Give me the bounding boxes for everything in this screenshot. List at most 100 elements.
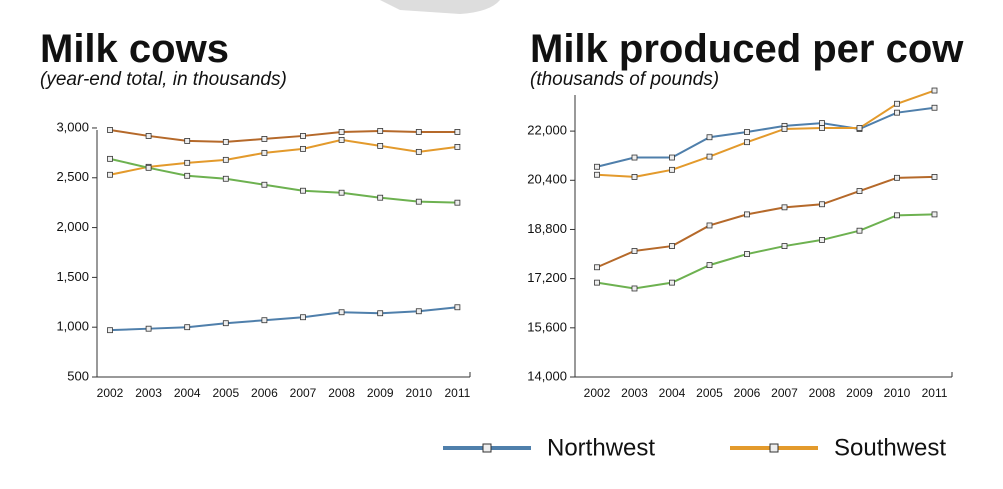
y-tick-label: 3,000 <box>56 119 89 134</box>
point <box>631 285 638 292</box>
y-tick-label: 17,200 <box>527 270 567 285</box>
series-line <box>596 89 935 178</box>
series-line <box>109 128 458 143</box>
y-tick-label: 1,500 <box>56 269 89 284</box>
series-line <box>109 157 458 204</box>
point <box>454 129 461 135</box>
point <box>222 139 229 145</box>
point <box>781 204 788 211</box>
point <box>594 163 600 170</box>
x-tick-label: 2002 <box>584 386 611 400</box>
point <box>669 154 675 161</box>
point <box>631 248 638 254</box>
legend-label: Southwest <box>834 434 946 461</box>
point <box>377 142 384 149</box>
legend-label: Northwest <box>547 434 655 461</box>
point <box>931 211 938 218</box>
point <box>184 138 191 144</box>
point <box>894 174 900 181</box>
y-tick-label: 1,000 <box>56 319 89 334</box>
legend-marker <box>482 443 492 453</box>
point <box>107 327 113 334</box>
y-tick-label: 15,600 <box>527 319 567 334</box>
x-tick-label: 2009 <box>367 386 394 400</box>
point <box>856 125 863 131</box>
point <box>377 128 384 134</box>
series-line <box>596 175 935 269</box>
x-tick-label: 2011 <box>922 386 948 400</box>
point <box>744 129 750 135</box>
point <box>631 154 638 161</box>
point <box>145 325 152 332</box>
x-tick-label: 2008 <box>328 386 355 400</box>
chart-subtitle: (year-end total, in thousands) <box>40 69 287 90</box>
x-tick-label: 2003 <box>135 386 162 400</box>
point <box>894 109 900 116</box>
point <box>184 324 191 331</box>
y-tick-label: 14,000 <box>527 368 567 383</box>
point <box>931 174 938 180</box>
point <box>931 104 938 111</box>
point <box>107 155 113 162</box>
point <box>145 164 152 171</box>
point <box>107 171 113 178</box>
point <box>222 175 229 182</box>
x-tick-label: 2003 <box>621 386 648 400</box>
point <box>222 156 229 163</box>
series-line <box>109 138 458 176</box>
point <box>744 251 750 257</box>
chart-subtitle: (thousands of pounds) <box>530 69 719 90</box>
x-tick-label: 2005 <box>212 386 239 400</box>
point <box>338 137 345 143</box>
series-line <box>596 106 935 168</box>
point <box>415 308 422 315</box>
x-tick-label: 2007 <box>771 386 798 400</box>
series-line <box>109 306 458 332</box>
point <box>338 129 345 135</box>
point <box>300 133 306 139</box>
point <box>338 189 345 196</box>
legend-marker <box>769 443 779 453</box>
point <box>594 279 600 286</box>
point <box>856 227 863 234</box>
point <box>706 262 713 269</box>
y-tick-label: 2,000 <box>56 219 89 234</box>
point <box>184 172 191 179</box>
point <box>184 159 191 166</box>
point <box>744 139 750 146</box>
point <box>300 187 306 194</box>
point <box>454 143 461 150</box>
point <box>300 314 306 321</box>
point <box>744 211 750 218</box>
y-tick-label: 22,000 <box>527 123 567 138</box>
point <box>594 171 600 178</box>
point <box>415 148 422 155</box>
decoration <box>380 0 500 14</box>
y-tick-label: 2,500 <box>56 169 89 184</box>
x-tick-label: 2010 <box>405 386 432 400</box>
point <box>781 243 788 249</box>
x-tick-label: 2005 <box>696 386 723 400</box>
point <box>819 120 825 127</box>
point <box>454 304 461 311</box>
x-tick-label: 2004 <box>174 386 201 400</box>
point <box>377 194 384 201</box>
x-tick-label: 2006 <box>251 386 278 400</box>
point <box>594 264 600 271</box>
point <box>706 153 713 160</box>
point <box>415 198 422 205</box>
x-tick-label: 2008 <box>809 386 836 400</box>
point <box>819 201 825 208</box>
x-tick-label: 2002 <box>97 386 124 400</box>
point <box>261 181 268 188</box>
point <box>931 87 938 94</box>
x-tick-label: 2011 <box>444 386 470 400</box>
point <box>856 188 863 194</box>
point <box>338 309 345 316</box>
x-tick-label: 2010 <box>884 386 911 400</box>
point <box>145 133 152 139</box>
point <box>781 126 788 132</box>
x-tick-label: 2006 <box>734 386 761 400</box>
chart-title: Milk cows <box>40 27 229 71</box>
point <box>377 310 384 317</box>
